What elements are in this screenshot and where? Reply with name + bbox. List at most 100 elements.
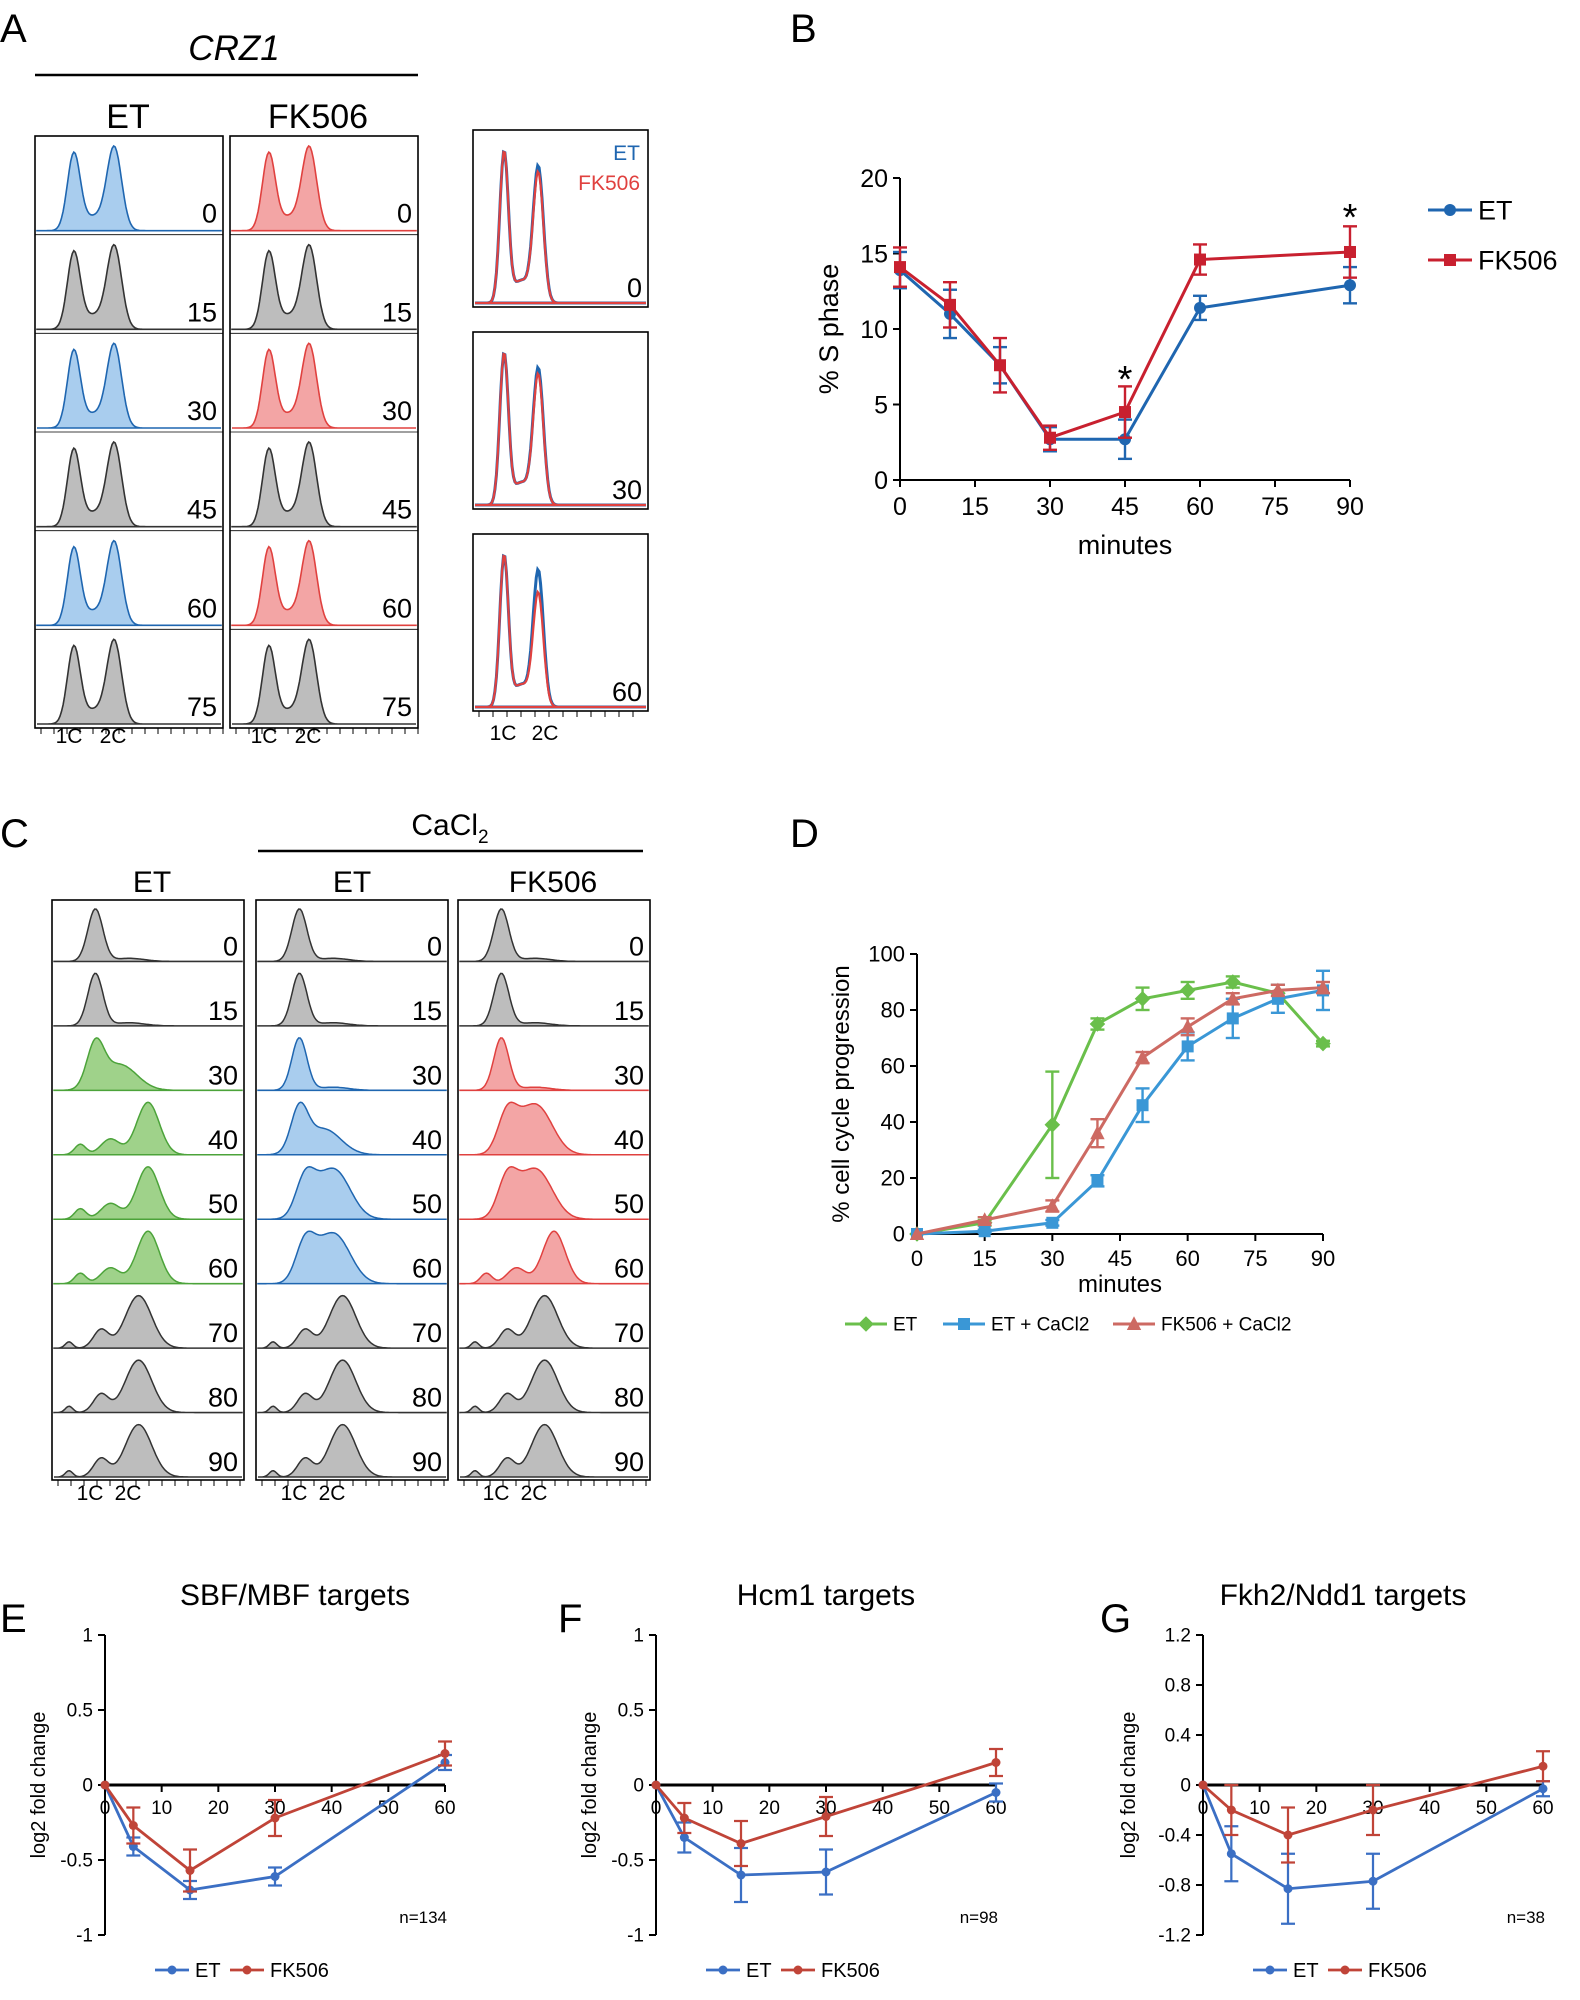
panel-c-timepoint-label: 0 — [629, 931, 644, 961]
x-tick-label: 75 — [1261, 493, 1289, 521]
panel-c-timepoint-label: 70 — [614, 1318, 644, 1348]
data-point — [1181, 1040, 1194, 1053]
legend-label: ET — [1293, 1960, 1319, 1982]
panel-c-timepoint-label: 90 — [208, 1447, 238, 1477]
panel-c-timepoint-label: 30 — [208, 1060, 238, 1090]
panel-c-axis-2c: 2C — [115, 1482, 142, 1505]
x-tick-label: 0 — [100, 1798, 111, 1819]
y-tick-label: 0 — [1180, 1776, 1191, 1797]
panel-b-letter: B — [790, 7, 817, 51]
y-axis-label: % cell cycle progression — [828, 965, 855, 1222]
panel-a-et-histogram — [36, 539, 222, 627]
panel-c-timepoint-label: 30 — [614, 1060, 644, 1090]
legend-marker — [958, 1318, 970, 1330]
panel-c-fk506-cacl2-histogram — [459, 908, 649, 963]
data-point — [128, 1821, 138, 1830]
panel-a-et-histogram — [36, 440, 222, 528]
y-tick-label: -1 — [627, 1926, 644, 1947]
panel-c-et-histogram — [53, 972, 243, 1027]
panel-a-timepoint-label: 0 — [202, 199, 217, 229]
panel-a-axis-2c: 2C — [100, 725, 127, 748]
panel-c-col-fk506-cacl2: FK506 — [509, 866, 597, 899]
data-point — [736, 1839, 746, 1848]
panel-a-fk-histogram — [231, 243, 417, 331]
data-point — [821, 1812, 831, 1821]
data-point — [991, 1758, 1001, 1767]
panel-c-et-histogram — [53, 1230, 243, 1285]
panel-c-timepoint-label: 90 — [412, 1447, 442, 1477]
y-axis-label: log2 fold change — [1118, 1712, 1140, 1859]
data-point — [1090, 1125, 1105, 1140]
panel-c-et-histogram — [54, 1423, 242, 1478]
panel-c-fk506-cacl2-histogram — [459, 1166, 649, 1220]
y-tick-label: 40 — [881, 1110, 905, 1135]
significance-marker: * — [1343, 197, 1358, 239]
panel-c-timepoint-label: 0 — [427, 931, 442, 961]
panel-c-timepoint-label: 50 — [208, 1189, 238, 1219]
panel-b: B 0 5 10 15 20 0 15 30 45 60 75 90 minutes % S phase *… — [790, 7, 1558, 560]
panel-c-timepoint-label: 40 — [208, 1125, 238, 1155]
data-point — [679, 1833, 689, 1842]
panel-c-treatment-main: CaCl — [411, 809, 478, 842]
data-point — [1315, 1035, 1331, 1052]
y-tick-label: 1.2 — [1165, 1626, 1191, 1647]
panel-c-treatment-sub: 2 — [478, 827, 489, 848]
y-axis-label: % S phase — [814, 264, 844, 395]
panel-c-fk506-cacl2-histogram — [460, 1423, 648, 1478]
legend-marker — [858, 1316, 874, 1332]
legend-label: FK506 — [821, 1960, 880, 1982]
panel-a-timepoint-label: 75 — [187, 692, 217, 722]
y-tick-label: 100 — [868, 942, 905, 967]
panel-c-et-cacl2-histogram — [257, 972, 447, 1027]
panel-a-timepoint-label: 30 — [382, 396, 412, 426]
y-tick-label: 0 — [874, 467, 888, 495]
panel-a-col-et: ET — [106, 98, 149, 136]
panel-a-overlay-axis-2c: 2C — [532, 722, 559, 745]
y-axis-label: log2 fold change — [28, 1712, 50, 1859]
x-tick-label: 45 — [1108, 1246, 1132, 1271]
data-point — [1198, 1780, 1208, 1790]
data-point — [1538, 1784, 1548, 1794]
legend-label: ET — [893, 1315, 918, 1336]
legend-marker — [167, 1965, 177, 1975]
data-point — [1044, 431, 1056, 444]
chart-title: Fkh2/Ndd1 targets — [1220, 1579, 1467, 1612]
panel-a-timepoint-label: 15 — [382, 297, 412, 327]
panel-a-overlay-fk506-curve — [475, 150, 646, 305]
data-point — [1044, 1117, 1061, 1133]
data-point — [270, 1872, 280, 1881]
data-point — [821, 1867, 831, 1877]
panel-a-timepoint-label: 15 — [187, 297, 217, 327]
panel-c-fk506-cacl2-frame — [457, 899, 651, 1481]
y-tick-label: -0.5 — [611, 1851, 644, 1872]
x-axis-label: minutes — [1078, 530, 1173, 560]
panel-a-timepoint-label: 60 — [187, 593, 217, 623]
x-tick-label: 90 — [1311, 1246, 1335, 1271]
x-tick-label: 60 — [1186, 493, 1214, 521]
data-point — [1344, 245, 1356, 258]
panel-f: F Hcm1 targets-1-0.500.510 10 20 30 40 50 60lo… — [558, 1579, 1007, 1982]
panel-c-timepoint-label: 60 — [412, 1254, 442, 1284]
panel-a-overlay-legend-fk506: FK506 — [578, 172, 640, 195]
panel-a-overlay-axis-1c: 1C — [490, 722, 517, 745]
legend-marker — [1126, 1316, 1142, 1330]
panel-a-timepoint-label: 45 — [187, 495, 217, 525]
x-tick-label: 60 — [434, 1798, 455, 1819]
panel-a: A CRZ1 ET FK506 0 15 30 45 60 75 1C 2C 0 15 30 45 6… — [0, 7, 649, 748]
data-point — [994, 359, 1006, 372]
panel-c-treatment: CaCl2 — [411, 809, 488, 848]
panel-c-et-cacl2-histogram — [257, 1037, 447, 1092]
n-label: n=38 — [1507, 1908, 1545, 1927]
x-tick-label: 50 — [929, 1798, 950, 1819]
data-point — [736, 1870, 746, 1880]
panel-c-et-cacl2-histogram — [257, 1166, 447, 1220]
y-tick-label: 0.8 — [1165, 1676, 1191, 1697]
panel-c-et-cacl2-histogram — [257, 1230, 447, 1285]
panel-a-overlay-timepoint: 0 — [627, 273, 642, 303]
y-tick-label: 0.5 — [67, 1701, 93, 1722]
x-tick-label: 15 — [972, 1246, 996, 1271]
data-point — [1136, 1099, 1149, 1112]
panel-e-chart: SBF/MBF targets-1-0.500.510 10 20 30 40 50 60l… — [28, 1579, 456, 1982]
legend-label: FK506 + CaCl2 — [1161, 1315, 1291, 1336]
legend-marker — [793, 1965, 803, 1975]
